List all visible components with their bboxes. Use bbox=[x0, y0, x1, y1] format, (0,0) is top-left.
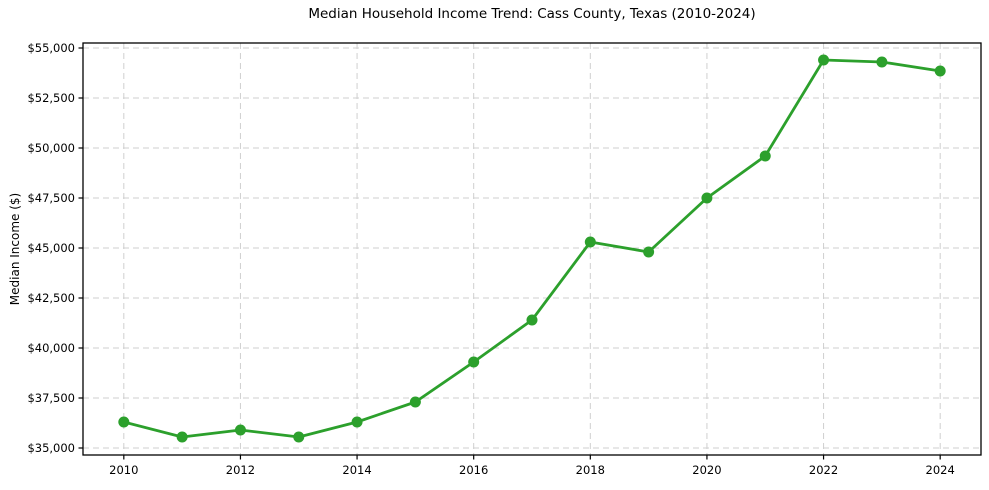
x-tick-label: 2022 bbox=[809, 463, 838, 477]
data-point-2018 bbox=[584, 236, 596, 248]
data-point-2016 bbox=[468, 356, 480, 368]
y-tick-label: $42,500 bbox=[27, 291, 75, 305]
y-tick-label: $50,000 bbox=[27, 141, 75, 155]
x-tick-label: 2016 bbox=[459, 463, 488, 477]
data-point-2012 bbox=[234, 424, 246, 436]
data-point-2022 bbox=[818, 54, 830, 66]
x-tick-label: 2012 bbox=[226, 463, 255, 477]
data-point-2024 bbox=[934, 65, 946, 77]
y-tick-label: $35,000 bbox=[27, 441, 75, 455]
y-tick-label: $37,500 bbox=[27, 391, 75, 405]
data-point-2010 bbox=[118, 416, 130, 428]
y-tick-label: $52,500 bbox=[27, 91, 75, 105]
data-point-2015 bbox=[409, 396, 421, 408]
data-point-2020 bbox=[701, 192, 713, 204]
y-tick-label: $55,000 bbox=[27, 41, 75, 55]
data-point-2019 bbox=[643, 246, 655, 258]
y-tick-label: $47,500 bbox=[27, 191, 75, 205]
data-point-2017 bbox=[526, 314, 538, 326]
chart-title: Median Household Income Trend: Cass Coun… bbox=[308, 6, 756, 22]
x-tick-label: 2024 bbox=[926, 463, 955, 477]
x-tick-label: 2014 bbox=[342, 463, 371, 477]
data-point-2011 bbox=[176, 431, 188, 443]
x-tick-label: 2020 bbox=[692, 463, 721, 477]
x-tick-label: 2018 bbox=[576, 463, 605, 477]
data-point-2014 bbox=[351, 416, 363, 428]
data-point-2023 bbox=[876, 56, 888, 68]
plot-border bbox=[82, 42, 982, 456]
y-tick-label: $45,000 bbox=[27, 241, 75, 255]
data-point-2021 bbox=[759, 150, 771, 162]
x-tick-label: 2010 bbox=[109, 463, 138, 477]
y-tick-label: $40,000 bbox=[27, 341, 75, 355]
data-point-2013 bbox=[293, 431, 305, 443]
